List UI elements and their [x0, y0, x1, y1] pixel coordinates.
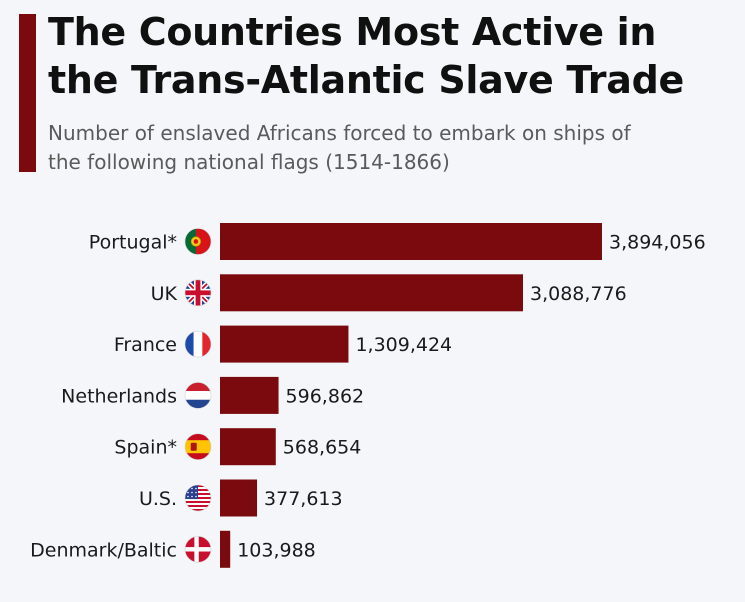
category-label: Spain* — [114, 437, 177, 459]
category-label: France — [114, 334, 177, 356]
bar — [220, 479, 258, 517]
value-label: 103,988 — [237, 539, 316, 561]
bar-chart: Portugal* 3,894,056 UK 3,088,776 France 1,309… — [30, 223, 706, 568]
bar — [220, 223, 602, 260]
france-flag-icon — [184, 330, 212, 358]
value-label: 596,862 — [286, 385, 365, 407]
accent-bar — [19, 14, 36, 172]
value-label: 568,654 — [283, 437, 362, 459]
value-label: 1,309,424 — [355, 334, 452, 356]
bar — [220, 428, 276, 466]
uk-flag-icon — [184, 279, 212, 307]
value-label: 3,088,776 — [530, 283, 627, 305]
category-label: Portugal* — [89, 232, 177, 254]
us-flag-icon — [184, 484, 212, 512]
category-label: U.S. — [139, 488, 177, 510]
denmark-flag-icon — [184, 535, 212, 563]
chart-title: The Countries Most Active in the Trans-A… — [48, 10, 684, 102]
bar — [220, 376, 279, 414]
bar — [220, 274, 524, 312]
value-label: 3,894,056 — [609, 232, 706, 254]
category-label: Netherlands — [61, 385, 177, 407]
chart-subtitle: Number of enslaved Africans forced to em… — [48, 121, 631, 174]
category-label: Denmark/Baltic — [30, 539, 177, 561]
spain-flag-icon — [184, 433, 212, 460]
portugal-flag-icon — [184, 228, 212, 255]
category-label: UK — [151, 283, 178, 305]
bar — [220, 530, 231, 568]
value-label: 377,613 — [264, 488, 343, 510]
netherlands-flag-icon — [184, 382, 212, 409]
bar — [220, 325, 349, 363]
